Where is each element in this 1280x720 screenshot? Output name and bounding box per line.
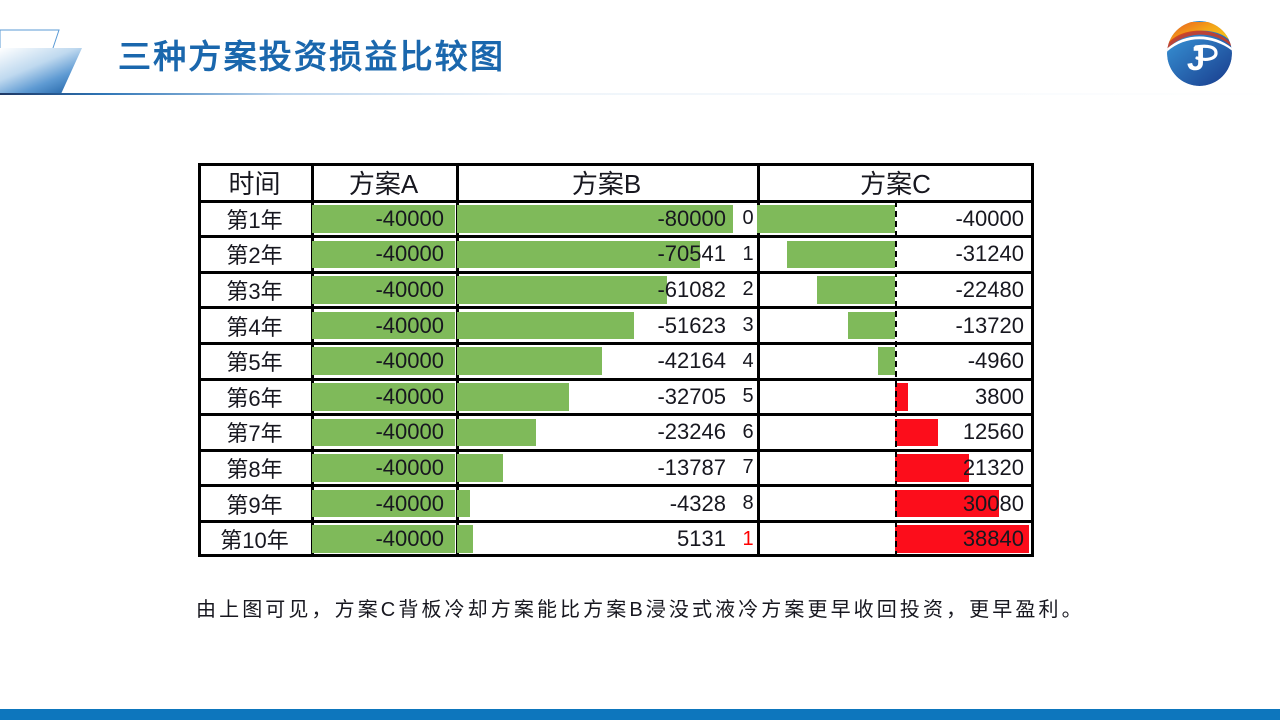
svg-text:J: J	[1187, 40, 1205, 77]
